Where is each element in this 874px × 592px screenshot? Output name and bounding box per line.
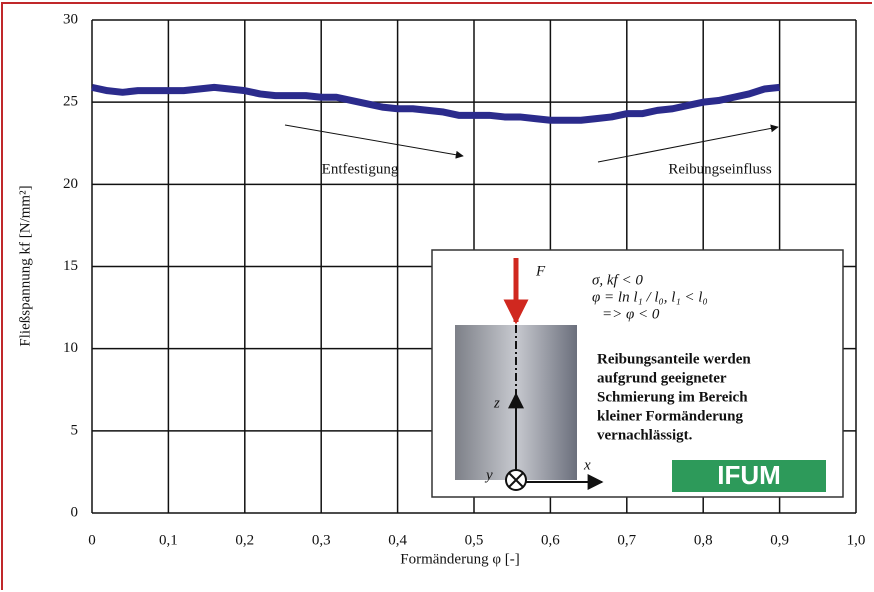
x-tick-label: 0 bbox=[88, 532, 96, 548]
formula: σ, kf < 0 bbox=[592, 272, 643, 288]
arrow bbox=[597, 124, 779, 163]
note-line: Schmierung im Bereich bbox=[597, 389, 748, 405]
y-tick-label: 5 bbox=[71, 422, 79, 438]
y-tick-label: 10 bbox=[63, 340, 78, 356]
arrow bbox=[284, 124, 464, 159]
inset bbox=[431, 249, 844, 498]
force-label: F bbox=[535, 263, 546, 279]
note-line: Reibungsanteile werden bbox=[597, 351, 751, 367]
flow-curve bbox=[91, 83, 780, 124]
x-tick-label: 0,6 bbox=[541, 532, 560, 548]
y-tick-label: 30 bbox=[63, 11, 78, 27]
y-tick-label: 20 bbox=[63, 176, 78, 192]
x-tick-label: 0,3 bbox=[312, 532, 331, 548]
x-tick-label: 0,1 bbox=[159, 532, 178, 548]
y-axis-title: Fließspannung kf [N/mm²] bbox=[17, 185, 33, 346]
logo: IFUM bbox=[717, 460, 781, 490]
annotation: Reibungseinfluss bbox=[668, 161, 771, 177]
note-line: kleiner Formänderung bbox=[597, 408, 743, 424]
note-line: aufgrund geeigneter bbox=[597, 370, 727, 386]
axis-label: y bbox=[484, 467, 493, 483]
formula: => φ < 0 bbox=[602, 306, 660, 322]
axis-label: z bbox=[493, 395, 500, 411]
y-tick-label: 15 bbox=[63, 258, 78, 274]
x-tick-label: 0,7 bbox=[617, 532, 636, 548]
x-tick-label: 0,8 bbox=[694, 532, 713, 548]
x-tick-label: 0,5 bbox=[465, 532, 484, 548]
x-tick-label: 0,2 bbox=[235, 532, 254, 548]
x-tick-label: 0,9 bbox=[770, 532, 789, 548]
x-tick-label: 0,4 bbox=[388, 532, 407, 548]
annotation: Entfestigung bbox=[322, 161, 399, 177]
y-tick-label: 25 bbox=[63, 94, 78, 110]
note-line: vernachlässigt. bbox=[597, 427, 693, 443]
x-axis-title: Formänderung φ [-] bbox=[400, 551, 519, 567]
axis-label: x bbox=[583, 457, 591, 473]
x-tick-label: 1,0 bbox=[847, 532, 866, 548]
formula: φ = ln l₁ / l₀, l₁ < l₀ bbox=[592, 289, 708, 305]
y-tick-label: 0 bbox=[71, 504, 79, 520]
